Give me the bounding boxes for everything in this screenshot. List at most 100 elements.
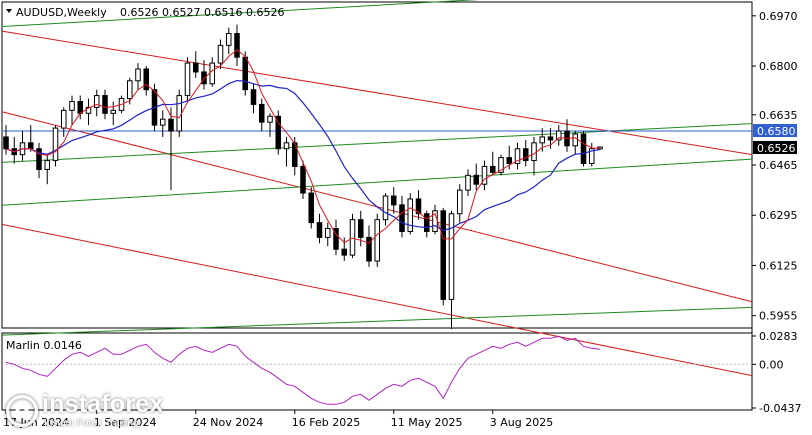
candle-body — [440, 210, 447, 300]
candle-body — [423, 213, 430, 232]
instaforex-logo-icon — [6, 395, 38, 427]
candle — [291, 136, 298, 176]
candle — [366, 225, 372, 267]
candle-body — [176, 95, 183, 132]
candle — [275, 110, 282, 155]
price-tick-label: 0.5955 — [759, 310, 798, 323]
candle-body — [275, 115, 282, 150]
candle — [465, 169, 471, 197]
candle-body — [27, 142, 34, 150]
candle-body — [217, 44, 224, 64]
candle — [143, 66, 150, 96]
candle — [555, 125, 562, 146]
candle — [300, 160, 306, 199]
candle — [184, 57, 191, 102]
symbol-label: AUDUSD,Weekly — [16, 6, 107, 19]
candle-body — [159, 118, 166, 126]
candle-body — [143, 68, 150, 91]
candle-body — [85, 106, 92, 114]
candle — [390, 187, 397, 214]
candle-body — [506, 157, 513, 165]
candle — [258, 98, 265, 132]
osc-tick-label: -0.0437 — [759, 402, 801, 415]
oscillator-axis: 0.0283 0.00 -0.0437 — [752, 330, 801, 415]
time-tick-label: 24 Nov 2024 — [193, 416, 263, 429]
candle — [333, 219, 339, 256]
candle — [498, 154, 504, 176]
channel-line-red — [1, 30, 753, 156]
candle — [283, 136, 290, 167]
candle — [168, 107, 174, 191]
candle-body — [242, 56, 249, 91]
candle — [456, 184, 463, 223]
candle-body — [93, 95, 100, 108]
candle-body — [209, 62, 216, 85]
main-pane-frame — [1, 1, 753, 329]
candle — [135, 63, 141, 90]
candle — [217, 39, 224, 69]
watermark-brand: instaforex — [42, 390, 164, 418]
candle — [572, 131, 579, 155]
candle — [93, 89, 100, 117]
candle — [234, 24, 240, 67]
candle-body — [225, 33, 232, 46]
candle-body — [366, 236, 372, 262]
candle-body — [316, 222, 323, 238]
candle-body — [580, 133, 587, 165]
candle — [201, 60, 207, 90]
candle — [19, 131, 26, 161]
dropdown-triangle-icon[interactable] — [6, 9, 12, 13]
candle — [36, 142, 42, 179]
candle-body — [382, 195, 389, 221]
candle — [11, 136, 18, 164]
candle — [85, 98, 92, 126]
candle — [192, 51, 199, 78]
candle — [69, 95, 75, 126]
current-price-badge: 0.6526 — [753, 140, 797, 155]
candle — [110, 101, 117, 126]
candle — [27, 125, 34, 152]
candle — [489, 151, 496, 176]
candle-body — [456, 189, 463, 215]
candle-body — [555, 130, 562, 141]
moving-average-red — [5, 49, 601, 244]
candle-body — [531, 142, 537, 162]
candle-body — [52, 127, 59, 162]
candle-body — [465, 174, 471, 191]
marlin-oscillator-line — [5, 335, 601, 405]
candle-body — [522, 148, 529, 162]
candle — [374, 213, 381, 267]
candle — [382, 193, 389, 226]
candle — [588, 142, 595, 167]
candle-body — [481, 165, 488, 185]
candle-body — [135, 68, 141, 82]
candle-body — [588, 148, 595, 165]
time-tick-label: 11 May 2025 — [391, 416, 463, 429]
candle — [407, 193, 414, 235]
candle-body — [489, 165, 496, 173]
channel-line-red — [1, 223, 753, 377]
candle-body — [77, 100, 84, 114]
price-tick-label: 0.6635 — [759, 109, 798, 122]
time-tick-label: 1 Sep 2024 — [94, 416, 157, 429]
svg-text:0.6526: 0.6526 — [757, 142, 796, 155]
candlesticks — [3, 24, 603, 329]
candle — [440, 207, 447, 306]
channel-line-green — [1, 306, 753, 336]
candle-body — [3, 136, 9, 150]
candle-body — [126, 80, 133, 100]
candle-body — [192, 62, 199, 73]
osc-tick-label: 0.0283 — [759, 330, 798, 343]
candle-body — [514, 148, 521, 165]
time-axis: 17 Jun 2024 1 Sep 2024 24 Nov 2024 16 Feb 2… — [3, 410, 553, 429]
candle-body — [357, 219, 364, 238]
candle — [473, 163, 480, 191]
candle-body — [539, 136, 546, 144]
candle — [44, 154, 51, 185]
candle-body — [399, 204, 405, 232]
candle — [102, 89, 108, 120]
candle — [242, 51, 249, 96]
price-tick-label: 0.6295 — [759, 209, 798, 222]
